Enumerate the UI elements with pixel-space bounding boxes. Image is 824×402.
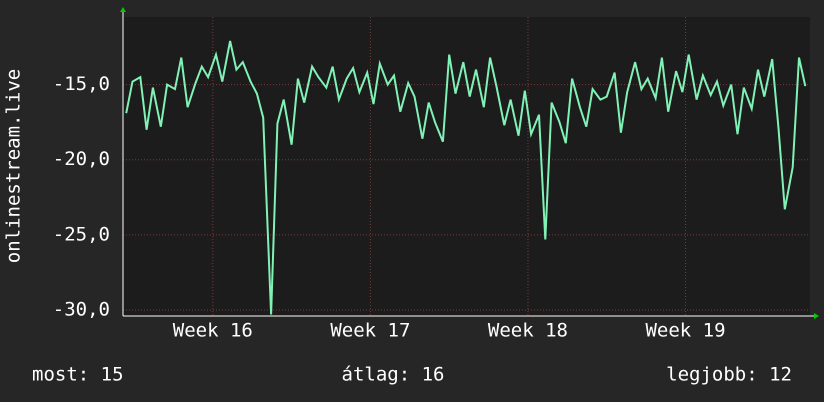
footer-current: most: 15	[32, 364, 124, 386]
x-tick-label: Week 16	[173, 320, 253, 342]
y-axis-arrow	[120, 7, 126, 12]
footer-average: átlag: 16	[342, 364, 445, 386]
y-tick-label: -15,0	[53, 73, 110, 95]
y-tick-label: -20,0	[53, 148, 110, 170]
x-tick-label: Week 17	[330, 320, 410, 342]
line-series	[125, 40, 807, 315]
footer-best: legjobb: 12	[666, 364, 792, 386]
x-tick-label: Week 18	[488, 320, 568, 342]
y-tick-label: -30,0	[53, 298, 110, 320]
y-axis-label: onlinestream.live	[3, 69, 25, 263]
y-tick-label: -25,0	[53, 223, 110, 245]
x-axis-arrow	[814, 313, 819, 319]
x-tick-label: Week 19	[645, 320, 725, 342]
